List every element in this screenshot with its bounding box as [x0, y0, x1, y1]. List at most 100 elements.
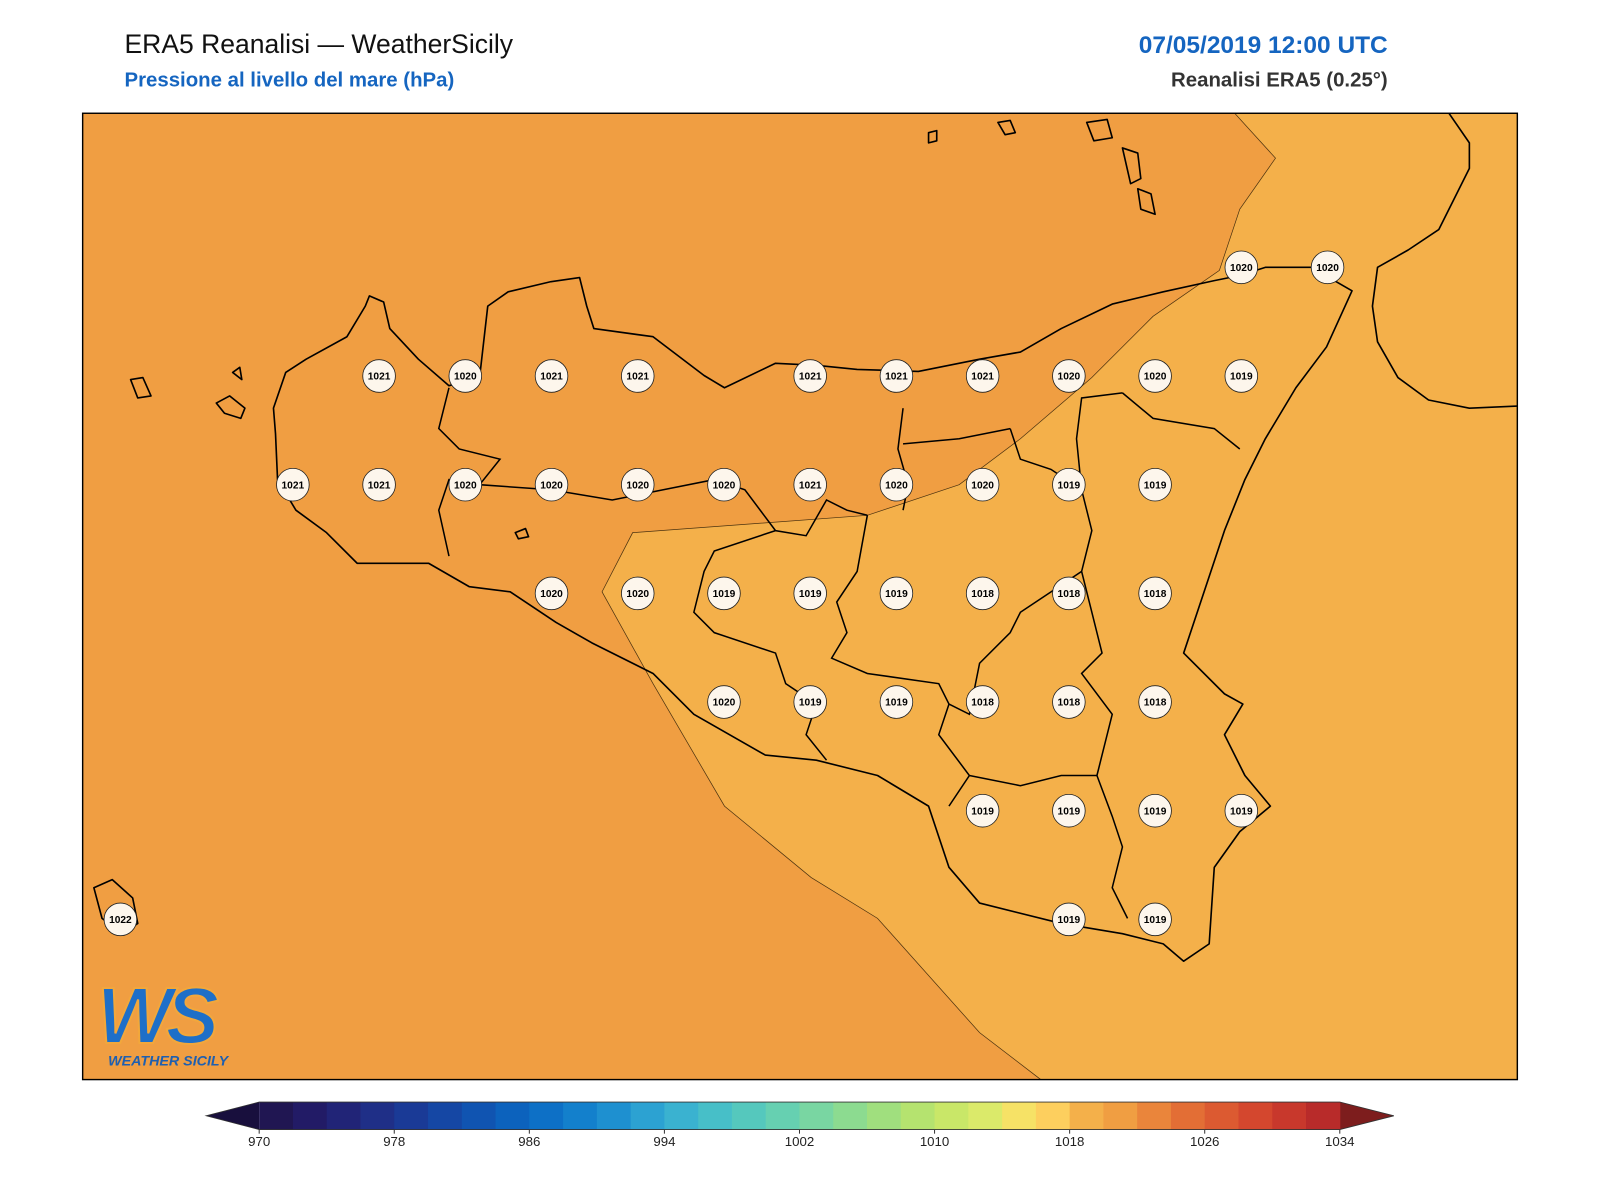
colorbar-swatch	[461, 1102, 497, 1130]
station-marker	[793, 685, 827, 719]
station-value: 1020	[713, 480, 736, 491]
station-value: 1019	[1230, 806, 1253, 817]
colorbar-swatch	[698, 1102, 733, 1130]
station-marker	[879, 685, 914, 719]
station-value: 1021	[368, 372, 391, 383]
station-value: 1019	[799, 698, 822, 709]
colorbar-tick-label: 978	[383, 1134, 405, 1149]
station-marker	[448, 467, 483, 502]
colorbar-tick-label: 1034	[1325, 1134, 1354, 1149]
colorbar-extend-low	[206, 1102, 260, 1130]
datetime: 07/05/2019 12:00 UTC	[1139, 32, 1388, 59]
station-value: 1021	[799, 480, 822, 491]
colorbar-swatch	[563, 1102, 598, 1130]
colorbar-swatch	[529, 1102, 564, 1130]
colorbar-swatch	[1272, 1102, 1307, 1130]
station-value: 1022	[109, 915, 132, 926]
station-marker	[1052, 467, 1086, 502]
colorbar-swatch	[1170, 1102, 1206, 1130]
station-marker	[965, 359, 1000, 393]
station-marker	[1224, 793, 1259, 828]
station-marker	[1138, 902, 1172, 937]
station-marker	[1138, 793, 1172, 828]
station-value: 1020	[1058, 372, 1081, 383]
station-value: 1020	[626, 480, 649, 491]
station-marker	[707, 576, 741, 611]
station-marker	[965, 685, 1000, 719]
colorbar-tick-label: 1026	[1190, 1134, 1219, 1149]
station-value: 1018	[1144, 698, 1167, 709]
colorbar-swatch	[326, 1102, 361, 1130]
colorbar-tick-label: 1018	[1055, 1134, 1084, 1149]
station-value: 1018	[971, 698, 994, 709]
colorbar-swatch	[1306, 1102, 1341, 1130]
colorbar-swatch	[596, 1102, 632, 1130]
station-value: 1019	[1058, 480, 1081, 491]
station-marker	[1052, 576, 1086, 611]
colorbar-tick-label: 970	[248, 1134, 270, 1149]
colorbar-swatch	[630, 1102, 665, 1130]
colorbar-swatch	[495, 1102, 530, 1130]
station-value: 1019	[1058, 915, 1081, 926]
station-marker	[1138, 685, 1172, 719]
colorbar-swatch	[799, 1102, 834, 1130]
station-value: 1019	[1230, 372, 1253, 383]
station-marker	[1052, 902, 1086, 937]
station-marker	[621, 576, 655, 611]
colorbar-tick-label: 986	[518, 1134, 540, 1149]
station-marker	[1052, 685, 1086, 719]
station-marker	[965, 793, 1000, 828]
colorbar-tick-label: 994	[653, 1134, 675, 1149]
station-value: 1021	[368, 480, 391, 491]
station-value: 1021	[540, 372, 563, 383]
station-marker	[1138, 359, 1172, 393]
station-value: 1019	[885, 589, 908, 600]
colorbar-swatch	[664, 1102, 699, 1130]
subtitle: Pressione al livello del mare (hPa)	[124, 70, 454, 92]
station-value: 1021	[885, 372, 908, 383]
station-value: 1018	[1144, 589, 1167, 600]
station-marker	[879, 576, 914, 611]
logo-mark: WS	[97, 971, 219, 1060]
colorbar-tick-label: 1002	[785, 1134, 814, 1149]
station-marker	[362, 359, 396, 393]
colorbar-swatch	[394, 1102, 429, 1130]
map-figure: ERA5 Reanalisi — WeatherSicily Pressione…	[81, 29, 1519, 1149]
map-frame	[81, 112, 1519, 1081]
station-marker	[362, 467, 396, 502]
colorbar-swatch	[833, 1102, 868, 1130]
station-marker	[534, 576, 569, 611]
station-marker	[1224, 359, 1259, 393]
title: ERA5 Reanalisi — WeatherSicily	[124, 29, 513, 59]
colorbar-swatch	[360, 1102, 395, 1130]
colorbar-swatch	[1069, 1102, 1104, 1130]
station-value: 1020	[540, 589, 563, 600]
station-value: 1021	[971, 372, 994, 383]
station-value: 1020	[626, 589, 649, 600]
colorbar-swatch	[1103, 1102, 1138, 1130]
station-value: 1018	[971, 589, 994, 600]
colorbar-swatch	[968, 1102, 1003, 1130]
station-value: 1021	[626, 372, 649, 383]
station-marker	[1052, 793, 1086, 828]
colorbar-swatch	[1002, 1102, 1037, 1130]
station-value: 1020	[885, 480, 908, 491]
station-value: 1020	[1316, 263, 1339, 274]
station-value: 1020	[1144, 372, 1167, 383]
colorbar: 970 978 986 994 1002 1010 1018 1026 1034	[204, 1101, 1394, 1149]
colorbar-swatch	[1035, 1102, 1071, 1130]
station-marker	[1310, 250, 1345, 285]
source: Reanalisi ERA5 (0.25°)	[1171, 70, 1388, 92]
colorbar-swatch	[731, 1102, 767, 1130]
sicily-coast	[272, 266, 1353, 963]
station-value: 1019	[1144, 480, 1167, 491]
colorbar-tick-label: 1010	[920, 1134, 949, 1149]
station-marker	[1138, 467, 1172, 502]
station-value: 1021	[282, 480, 305, 491]
station-marker	[534, 467, 569, 502]
station-marker	[793, 359, 827, 393]
colorbar-swatch	[259, 1102, 294, 1130]
station-value: 1019	[885, 698, 908, 709]
station-marker	[879, 359, 914, 393]
